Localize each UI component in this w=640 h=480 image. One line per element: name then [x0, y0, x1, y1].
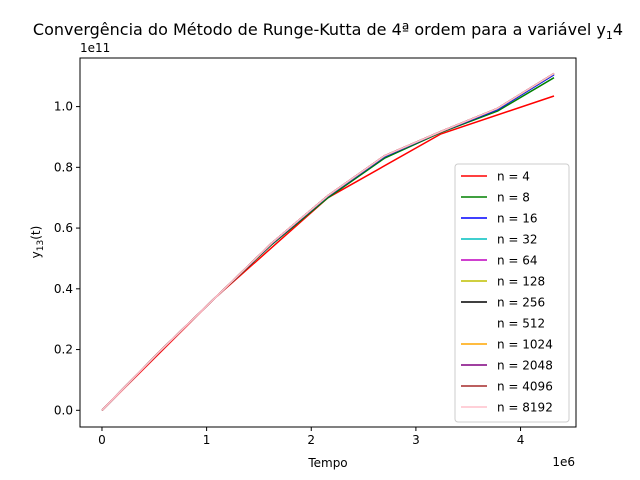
x-tick-label-1: 1 — [203, 433, 211, 447]
legend-label-8: n = 1024 — [497, 338, 553, 352]
series-line-11 — [101, 72, 555, 411]
legend-label-6: n = 256 — [497, 296, 545, 310]
legend-label-2: n = 16 — [497, 212, 538, 226]
y-tick-label-5: 1.0 — [54, 100, 73, 114]
legend-label-7: n = 512 — [497, 317, 545, 331]
legend-label-10: n = 4096 — [497, 380, 553, 394]
x-tick-label-4: 4 — [517, 433, 525, 447]
ticks-layer: 0 1 2 3 4 0.0 0.2 0.4 0.6 0.8 1.0 — [54, 100, 524, 447]
y-tick-label-1: 0.2 — [54, 343, 73, 357]
legend-box — [454, 163, 570, 423]
y-tick-label-2: 0.4 — [54, 282, 73, 296]
legend-label-9: n = 2048 — [497, 359, 553, 373]
y-offset-label: 1e11 — [80, 41, 110, 55]
x-tick-label-2: 2 — [307, 433, 315, 447]
y-axis-label: y13(t) — [29, 226, 46, 259]
legend-label-0: n = 4 — [497, 170, 530, 184]
y-tick-label-4: 0.8 — [54, 160, 73, 174]
legend-label-3: n = 32 — [497, 233, 538, 247]
y-tick-label-3: 0.6 — [54, 221, 73, 235]
legend-label-4: n = 64 — [497, 254, 538, 268]
chart-title: Convergência do Método de Runge-Kutta de… — [33, 20, 623, 42]
legend-label-1: n = 8 — [497, 191, 530, 205]
x-offset-label: 1e6 — [552, 455, 575, 469]
plot-frame — [79, 57, 577, 428]
x-axis-label: Tempo — [307, 456, 347, 470]
series-layer — [101, 72, 555, 411]
legend-label-5: n = 128 — [497, 275, 545, 289]
x-tick-label-0: 0 — [98, 433, 106, 447]
legend: n = 4 n = 8 n = 16 n = 32 n = 64 n = 128 n = 2… — [454, 163, 570, 423]
y-tick-label-0: 0.0 — [54, 403, 73, 417]
x-tick-label-3: 3 — [412, 433, 420, 447]
legend-label-11: n = 8192 — [497, 401, 553, 415]
